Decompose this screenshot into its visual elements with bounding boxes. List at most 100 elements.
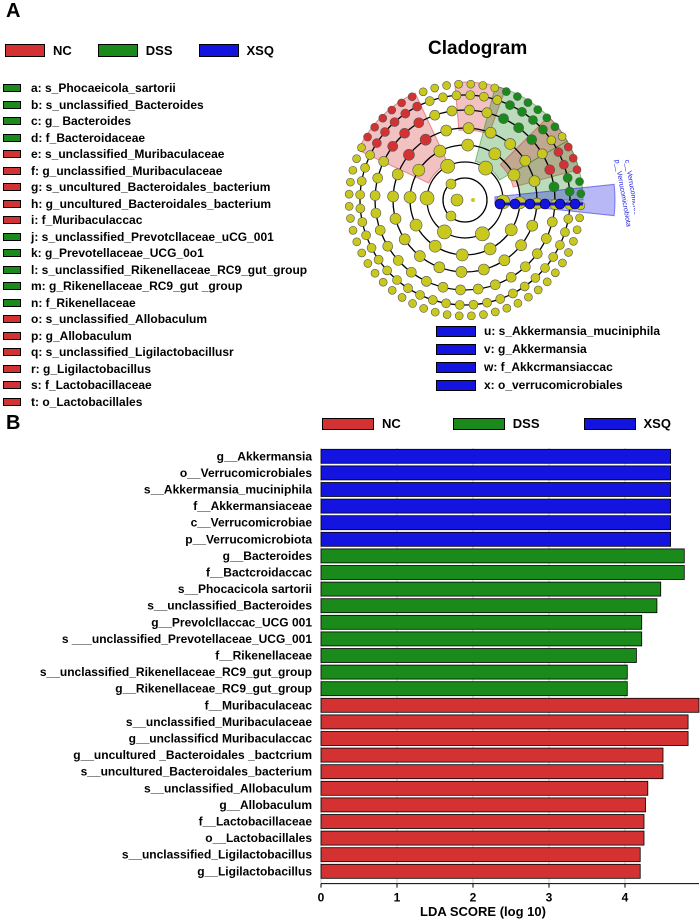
taxa-label: c: g_ Bacteroides xyxy=(31,114,132,129)
lda-bar-label: s__Akkermansia_muciniphila xyxy=(144,483,312,497)
lda-bar-label: g__Bacteroides xyxy=(223,549,313,563)
cladogram-node xyxy=(430,83,440,93)
x-tick-label: 0 xyxy=(318,891,325,905)
cladogram-node xyxy=(429,109,441,121)
cladogram-node xyxy=(488,147,502,161)
cladogram-node xyxy=(348,165,358,175)
cladogram-node xyxy=(557,132,567,141)
cladogram-node xyxy=(445,210,457,222)
lda-bar-label: s__unclassified_Muribaculaceae xyxy=(126,715,312,729)
panel-a-letter: A xyxy=(6,0,21,22)
legend-swatch-dss xyxy=(97,44,138,57)
cladogram-node xyxy=(538,124,548,135)
legend-swatch-dss xyxy=(452,417,505,430)
cladogram-node xyxy=(505,271,517,283)
lda-bar-label: f__Akkermansiaceae xyxy=(193,499,312,513)
cladogram-node xyxy=(494,198,506,210)
taxa-label: n: f_Rikenellaceae xyxy=(31,295,136,310)
lda-bar xyxy=(320,797,646,813)
taxa-legend-item: r: g_Ligilactobacillus xyxy=(3,361,363,378)
cladogram-node xyxy=(392,275,402,285)
cladogram-node xyxy=(542,277,552,287)
taxa-label: a: s_Phocaeicola_sartorii xyxy=(31,81,176,96)
lda-bar xyxy=(320,697,700,713)
legend-swatch-nc xyxy=(322,417,374,430)
lda-bar xyxy=(320,814,645,829)
cladogram-node xyxy=(490,307,500,317)
cladogram-node xyxy=(445,178,457,190)
cladogram-node xyxy=(559,159,569,170)
lda-bar-label: g__Ligilactobacillus xyxy=(197,864,312,878)
cladogram-node xyxy=(562,173,573,183)
taxa-label: o: s_unclassified_Allobaculum xyxy=(31,312,208,327)
cladogram-node xyxy=(495,294,506,304)
cladogram-node xyxy=(548,181,560,193)
cladogram-node xyxy=(378,156,389,167)
taxa-legend-item: p: g_Allobaculum xyxy=(3,328,363,345)
panel-a-legend: NC DSS XSQ xyxy=(5,43,300,58)
cladogram-node xyxy=(451,90,462,101)
cladogram-node xyxy=(478,81,488,90)
cladogram-node xyxy=(392,255,404,266)
cladogram-node xyxy=(433,144,447,158)
cladogram-node xyxy=(558,258,567,268)
cladogram-node xyxy=(437,281,449,293)
cladogram-node xyxy=(409,218,423,232)
legend-label-nc: NC xyxy=(53,43,72,58)
lda-bar-label: f__Bactcroidaccac xyxy=(206,566,312,580)
taxa-swatch xyxy=(3,397,21,406)
cladogram-node xyxy=(490,83,500,93)
cladogram-node xyxy=(548,252,558,262)
cladogram-node xyxy=(475,226,490,242)
cladogram-node xyxy=(437,224,452,240)
taxa-legend-item: f: g_unclassified_Muribaculaceae xyxy=(3,163,363,180)
taxa-legend-item: o: s_unclassified_Allobaculum xyxy=(3,311,363,328)
taxa-legend-item: x: o_verrucomicrobiales xyxy=(436,376,660,394)
cladogram-node xyxy=(483,242,497,256)
taxa-swatch xyxy=(436,379,476,391)
cladogram-node xyxy=(523,98,533,107)
legend-label-xsq: XSQ xyxy=(246,43,274,58)
cladogram-node xyxy=(348,225,358,235)
taxa-label: u: s_Akkermansia_muciniphila xyxy=(484,324,661,338)
cladogram-node xyxy=(406,266,417,278)
cladogram-node xyxy=(400,108,411,119)
cladogram-node xyxy=(539,198,551,210)
cladogram-node xyxy=(418,87,428,97)
cladogram-node xyxy=(412,101,422,112)
cladogram-node xyxy=(550,122,560,132)
cladogram-node xyxy=(472,283,484,295)
taxa-legend-item: n: f_Rikenellaceae xyxy=(3,295,363,312)
cladogram-node xyxy=(355,189,365,200)
cladogram-node xyxy=(544,164,556,176)
cladogram-node xyxy=(479,310,488,319)
taxa-label: i: f_Muribaculaccac xyxy=(31,213,143,228)
cladogram-node xyxy=(414,250,426,262)
cladogram-node xyxy=(533,285,543,295)
cladogram-node xyxy=(513,298,523,308)
taxa-swatch xyxy=(3,381,21,390)
taxa-label: v: g_Akkermansia xyxy=(484,342,587,356)
legend-swatch-xsq xyxy=(583,417,636,430)
x-tick-label: 4 xyxy=(622,891,629,905)
taxa-legend-item: b: s_unclassified_Bacteroides xyxy=(3,97,363,114)
lda-bar-label: g__Akkermansia xyxy=(217,449,313,463)
taxa-legend-item: s: f_Lactobacillaceae xyxy=(3,377,363,394)
taxa-label: q: s_unclassified_Ligilactobacillusr xyxy=(31,345,234,360)
cladogram-node xyxy=(433,261,446,274)
cladogram-node xyxy=(546,216,558,228)
taxa-legend-item: c: g_ Bacteroides xyxy=(3,113,363,130)
taxa-swatch xyxy=(3,100,21,109)
taxa-legend-item: m: g_Rikenellaceae_RC9_gut _group xyxy=(3,278,363,295)
cladogram-node xyxy=(564,186,575,197)
cladogram-node xyxy=(356,176,367,186)
cladogram-node xyxy=(438,92,448,103)
taxa-label: l: s_unclassified_Rikenellaceae_RC9_gut_… xyxy=(31,262,308,277)
taxa-swatch xyxy=(3,331,21,340)
lda-bar xyxy=(320,714,689,730)
lda-bar xyxy=(320,764,664,780)
lda-bar xyxy=(320,863,641,879)
lda-bar-label: o__Lactobacillales xyxy=(205,831,312,845)
cladogram-node xyxy=(398,233,411,246)
lda-bar-label: s__unclassified_Ligilactobacillus xyxy=(122,848,312,862)
